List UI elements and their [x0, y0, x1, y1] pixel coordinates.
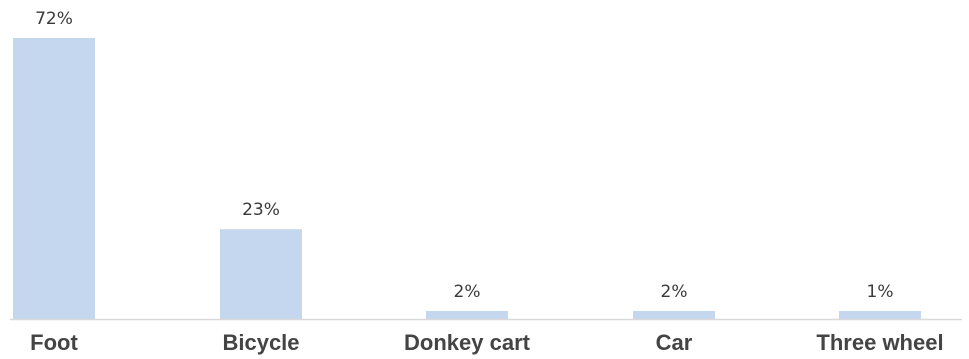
value-label: 2% [661, 282, 688, 302]
value-label: 2% [454, 282, 481, 302]
value-label: 1% [867, 282, 894, 302]
bar-car [633, 311, 715, 319]
category-label: Donkey cart [404, 330, 531, 355]
category-labels-group: Foot Bicycle Donkey cart Car Three wheel [30, 330, 943, 355]
category-label: Bicycle [222, 330, 299, 355]
bars-group [13, 38, 921, 319]
bar-bicycle [220, 229, 302, 319]
category-label: Car [656, 330, 693, 355]
value-label: 23% [242, 200, 280, 220]
value-label: 72% [35, 9, 73, 29]
category-label: Foot [30, 330, 78, 355]
bar-three-wheel [839, 311, 921, 319]
category-label: Three wheel [816, 330, 943, 355]
bar-donkey-cart [426, 311, 508, 319]
value-labels-group: 72% 23% 2% 2% 1% [35, 9, 893, 302]
bar-foot [13, 38, 95, 319]
